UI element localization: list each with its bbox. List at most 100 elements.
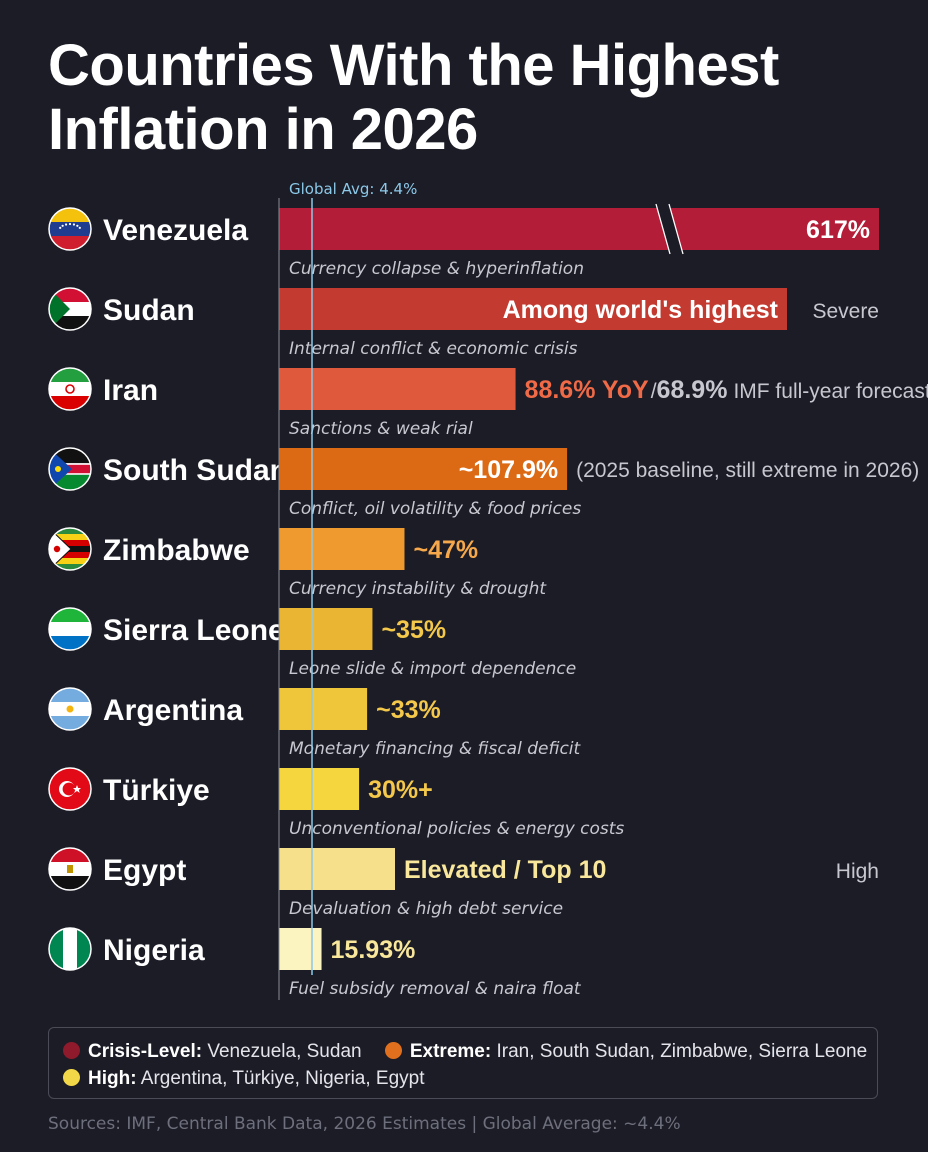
row-nigeria: Nigeria 15.93% Fuel subsidy removal & nair…: [48, 927, 582, 999]
sudan-flag-icon: [48, 287, 92, 331]
bar: [279, 528, 405, 570]
row-caption: Conflict, oil volatility & food prices: [289, 499, 581, 519]
row-sudan: Sudan Among world's highest Severe Internal…: [48, 287, 879, 359]
sudan-flag-ring: [48, 287, 92, 331]
country-name: Nigeria: [103, 934, 205, 967]
value-note: (2025 baseline, still extreme in 2026): [576, 459, 919, 482]
country-name: Argentina: [103, 694, 243, 727]
legend-countries: Venezuela, Sudan: [207, 1041, 362, 1062]
country-name: Sierra Leone: [103, 614, 285, 647]
zimbabwe-flag-art: [49, 528, 91, 570]
legend-row-2: High: Argentina, Türkiye, Nigeria, Egypt: [63, 1065, 877, 1092]
row-turkiye: Türkiye 30%+ Unconventional policies & ene…: [48, 767, 624, 839]
south-sudan-flag-art: [49, 448, 91, 490]
row-caption: Devaluation & high debt service: [289, 899, 563, 919]
bar: [279, 928, 322, 970]
south-sudan-flag-ring: [48, 447, 92, 491]
bar: [279, 688, 368, 730]
value-label: 30%+: [368, 776, 433, 804]
bar: [279, 848, 395, 890]
legend-countries: Iran, South Sudan, Zimbabwe, Sierra Leon…: [496, 1041, 868, 1062]
legend-dot-crisis: [63, 1042, 80, 1059]
country-name: South Sudan: [103, 454, 288, 487]
country-name: Türkiye: [103, 774, 210, 807]
row-egypt: Egypt Elevated / Top 10 High Devaluation & …: [48, 847, 879, 919]
country-name: Zimbabwe: [103, 534, 250, 567]
value-label: ~47%: [413, 536, 478, 564]
nigeria-flag-ring: [48, 927, 92, 971]
legend: Crisis-Level: Venezuela, Sudan Extreme: …: [48, 1027, 878, 1099]
global-average-label: Global Avg: 4.4%: [289, 180, 417, 198]
country-name: Sudan: [103, 294, 195, 327]
sudan-flag-art: [49, 288, 91, 330]
value-label: ~107.9%: [459, 456, 558, 484]
legend-dot-high: [63, 1069, 80, 1086]
row-sierra-leone: Sierra Leone ~35% Leone slide & import dep…: [48, 607, 576, 679]
venezuela-flag-icon: [48, 207, 92, 251]
legend-category: Crisis-Level:: [88, 1041, 203, 1062]
zimbabwe-flag-icon: [48, 527, 92, 571]
legend-item-high: High: Argentina, Türkiye, Nigeria, Egypt: [63, 1065, 425, 1092]
bar: [279, 368, 516, 410]
legend-item-extreme: Extreme: Iran, South Sudan, Zimbabwe, Si…: [384, 1038, 868, 1065]
axis-break-line: [655, 203, 671, 255]
value-label: Among world's highest: [503, 296, 779, 324]
iran-flag-ring: [48, 367, 92, 411]
value-label: ~33%: [376, 696, 441, 724]
row-caption: Unconventional policies & energy costs: [289, 819, 624, 839]
secondary-value: 68.9%: [657, 376, 728, 404]
value-label: Elevated / Top 10: [404, 856, 606, 884]
bar: [279, 208, 879, 250]
row-caption: Currency collapse & hyperinflation: [289, 259, 584, 279]
row-caption: Leone slide & import dependence: [289, 659, 576, 679]
sierra-leone-flag-ring: [48, 607, 92, 651]
bar: [279, 768, 360, 810]
row-caption: Sanctions & weak rial: [289, 419, 473, 439]
south-sudan-flag-icon: [48, 447, 92, 491]
turkiye-flag-art: [49, 768, 91, 810]
egypt-flag-icon: [48, 847, 92, 891]
row-caption: Currency instability & drought: [289, 579, 547, 599]
legend-item-crisis: Crisis-Level: Venezuela, Sudan: [63, 1038, 362, 1065]
country-name: Venezuela: [103, 214, 248, 247]
row-venezuela: Venezuela 617% Currency collapse & hyperin…: [48, 203, 879, 279]
sierra-leone-flag-icon: [48, 607, 92, 651]
egypt-flag-ring: [48, 847, 92, 891]
argentina-flag-icon: [48, 687, 92, 731]
legend-countries: Argentina, Türkiye, Nigeria, Egypt: [140, 1068, 425, 1089]
turkiye-flag-icon: [48, 767, 92, 811]
venezuela-flag-ring: [48, 207, 92, 251]
legend-dot-extreme: [384, 1042, 402, 1059]
legend-category: High:: [88, 1068, 137, 1089]
row-caption: Monetary financing & fiscal deficit: [289, 739, 582, 759]
value-label: 88.6% YoY: [525, 376, 649, 404]
inflation-bar-chart: Venezuela 617% Currency collapse & hyperin…: [48, 180, 928, 1000]
source-note: Sources: IMF, Central Bank Data, 2026 Es…: [48, 1114, 681, 1134]
value-note: High: [836, 860, 879, 883]
value-label: 15.93%: [331, 936, 416, 964]
legend-row-1: Crisis-Level: Venezuela, Sudan Extreme: …: [63, 1038, 877, 1065]
chart-title-line-2: Inflation in 2026: [48, 97, 478, 162]
value-note: IMF full-year forecast: [733, 380, 928, 403]
value-separator: /: [651, 380, 657, 403]
row-caption: Fuel subsidy removal & naira float: [289, 979, 582, 999]
legend-category: Extreme:: [409, 1041, 492, 1062]
row-iran: Iran 88.6% YoY / 68.9% IMF full-year forec…: [48, 367, 928, 439]
row-zimbabwe: Zimbabwe ~47% Currency instability & droug…: [48, 527, 547, 599]
bar: [279, 448, 568, 490]
chart-title-line-1: Countries With the Highest: [48, 33, 779, 98]
row-south-sudan: South Sudan ~107.9% (2025 baseline, still …: [48, 447, 919, 519]
chart-title: Countries With the Highest Inflation in …: [48, 34, 908, 162]
argentina-flag-ring: [48, 687, 92, 731]
iran-flag-icon: [48, 367, 92, 411]
turkiye-flag-ring: [48, 767, 92, 811]
row-caption: Internal conflict & economic crisis: [289, 339, 578, 359]
axis-break-line: [668, 203, 684, 255]
value-note: Severe: [812, 300, 879, 323]
value-label: ~35%: [381, 616, 446, 644]
country-name: Egypt: [103, 854, 186, 887]
row-argentina: Argentina ~33% Monetary financing & fiscal…: [48, 687, 582, 759]
axis-break: [656, 204, 683, 254]
bar: [279, 288, 787, 330]
country-name: Iran: [103, 374, 158, 407]
